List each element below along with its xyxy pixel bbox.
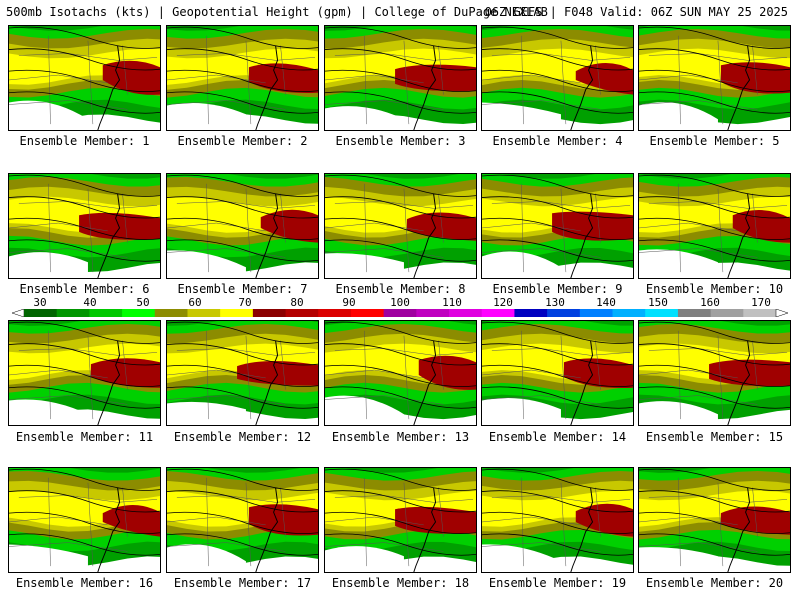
colorbar-swatch	[579, 309, 614, 317]
ensemble-map-panel	[638, 173, 791, 279]
ensemble-member-label: Ensemble Member: 6	[19, 282, 150, 296]
model-run-info: 06Z GEFS | F048 Valid: 06Z SUN MAY 25 20…	[484, 5, 788, 19]
colorbar-swatch	[383, 309, 417, 317]
colorbar-tick-label: 90	[342, 296, 356, 309]
colorbar-swatch	[252, 309, 287, 317]
ensemble-map-panel	[324, 467, 477, 573]
ensemble-member-label: Ensemble Member: 2	[177, 134, 308, 148]
colorbar-tick-label: 100	[390, 296, 410, 309]
ensemble-member-label: Ensemble Member: 14	[488, 430, 627, 444]
ensemble-member-label: Ensemble Member: 4	[492, 134, 623, 148]
colorbar-tick-label: 50	[136, 296, 150, 309]
colorbar-labels: 30 40 50 60 70 80 90 100 110 120 130 140 150 160 170	[0, 296, 800, 309]
colorbar-swatch	[187, 309, 221, 317]
ensemble-member-label: Ensemble Member: 20	[645, 576, 784, 590]
colorbar-swatch	[122, 309, 156, 317]
colorbar-swatch	[710, 309, 744, 317]
colorbar-swatch	[56, 309, 90, 317]
ensemble-member-label: Ensemble Member: 12	[173, 430, 312, 444]
ensemble-map-panel	[481, 25, 634, 131]
ensemble-map-panel	[166, 467, 319, 573]
ensemble-map-panel	[8, 467, 161, 573]
colorbar-swatch	[416, 309, 450, 317]
ensemble-member-label: Ensemble Member: 18	[331, 576, 470, 590]
ensemble-map-panel	[638, 25, 791, 131]
colorbar-swatch	[89, 309, 123, 317]
ensemble-member-label: Ensemble Member: 8	[335, 282, 466, 296]
colorbar-swatch	[547, 309, 581, 317]
ensemble-member-label: Ensemble Member: 10	[645, 282, 784, 296]
ensemble-member-label: Ensemble Member: 11	[15, 430, 154, 444]
colorbar-tick-label: 140	[596, 296, 616, 309]
colorbar-swatch	[481, 309, 515, 317]
ensemble-map-panel	[8, 25, 161, 131]
ensemble-member-label: Ensemble Member: 7	[177, 282, 308, 296]
colorbar-tick-label: 110	[442, 296, 462, 309]
ensemble-map-panel	[638, 467, 791, 573]
colorbar-tick-label: 40	[83, 296, 97, 309]
colorbar-left-arrow	[12, 309, 25, 317]
ensemble-map-panel	[481, 173, 634, 279]
colorbar-right-arrow	[775, 309, 788, 317]
ensemble-map-panel	[324, 173, 477, 279]
ensemble-map-panel	[481, 320, 634, 426]
colorbar-swatch	[154, 309, 188, 317]
ensemble-map-panel	[166, 320, 319, 426]
colorbar-tick-label: 170	[751, 296, 771, 309]
ensemble-map-panel	[166, 25, 319, 131]
colorbar-swatch	[743, 309, 777, 317]
ensemble-map-panel	[638, 320, 791, 426]
colorbar-tick-label: 60	[188, 296, 202, 309]
ensemble-map-panel	[324, 25, 477, 131]
colorbar-swatch	[449, 309, 483, 317]
colorbar-swatch	[220, 309, 254, 317]
colorbar-tick-label: 150	[648, 296, 668, 309]
ensemble-member-label: Ensemble Member: 16	[15, 576, 154, 590]
ensemble-map-panel	[481, 467, 634, 573]
colorbar-swatch	[350, 309, 385, 317]
ensemble-map-panel	[8, 173, 161, 279]
ensemble-member-label: Ensemble Member: 13	[331, 430, 470, 444]
ensemble-member-label: Ensemble Member: 15	[645, 430, 784, 444]
colorbar-swatch	[514, 309, 548, 317]
ensemble-member-label: Ensemble Member: 5	[649, 134, 780, 148]
colorbar-swatch	[318, 309, 352, 317]
colorbar-swatch	[612, 309, 646, 317]
ensemble-map-panel	[8, 320, 161, 426]
colorbar-swatch	[24, 309, 58, 317]
ensemble-member-label: Ensemble Member: 19	[488, 576, 627, 590]
ensemble-map-panel	[324, 320, 477, 426]
isotach-colorbar	[12, 309, 788, 317]
colorbar-swatch	[677, 309, 712, 317]
ensemble-member-label: Ensemble Member: 3	[335, 134, 466, 148]
colorbar-tick-label: 30	[33, 296, 47, 309]
colorbar-tick-label: 80	[290, 296, 304, 309]
colorbar-tick-label: 70	[238, 296, 252, 309]
ensemble-member-label: Ensemble Member: 9	[492, 282, 623, 296]
colorbar-swatch	[285, 309, 319, 317]
colorbar-tick-label: 160	[700, 296, 720, 309]
colorbar-swatch	[645, 309, 679, 317]
ensemble-member-label: Ensemble Member: 1	[19, 134, 150, 148]
ensemble-member-label: Ensemble Member: 17	[173, 576, 312, 590]
ensemble-map-panel	[166, 173, 319, 279]
map-title: 500mb Isotachs (kts) | Geopotential Heig…	[6, 5, 548, 19]
colorbar-tick-label: 130	[545, 296, 565, 309]
colorbar-tick-label: 120	[493, 296, 513, 309]
